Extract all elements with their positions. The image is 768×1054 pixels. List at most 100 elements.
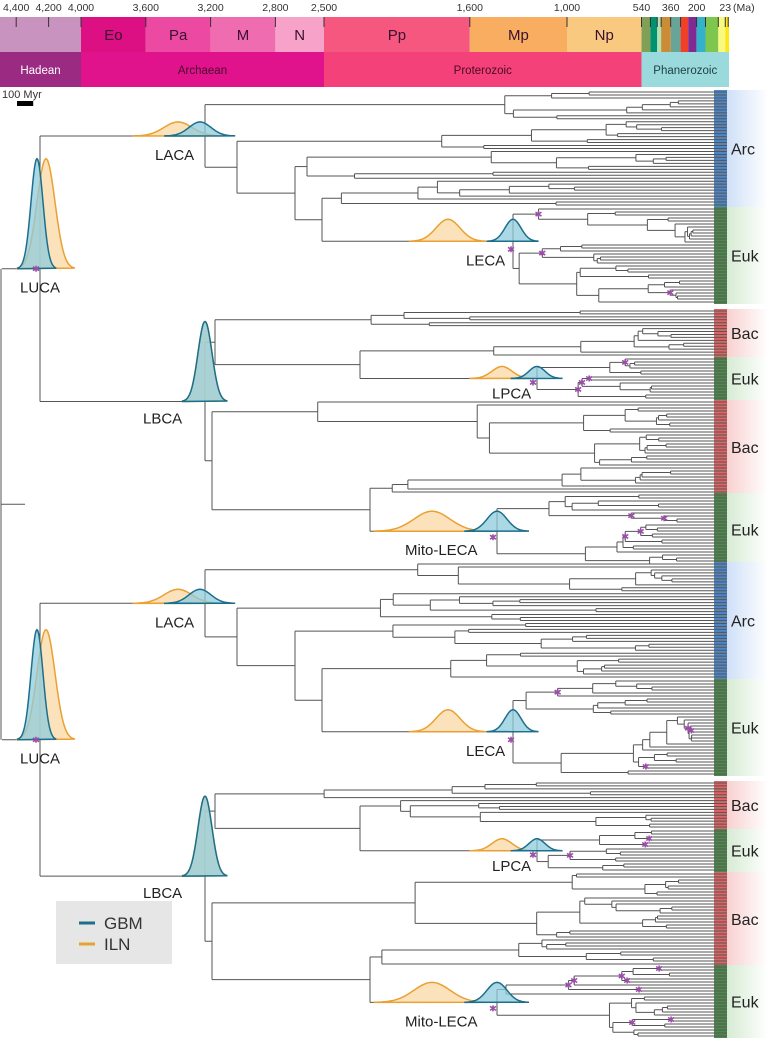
group-label-euk: Euk (731, 523, 760, 540)
period-block (641, 17, 651, 52)
group-label-bac: Bac (731, 912, 759, 929)
node-label-leca: LECA (466, 743, 505, 760)
node-label-luca: LUCA (20, 751, 60, 768)
iln-density-leca (408, 709, 487, 733)
calibration-marker (529, 851, 537, 858)
group-band-bac (727, 400, 768, 494)
period-block (718, 17, 726, 52)
calibration-marker (642, 763, 650, 770)
calibration-marker (578, 379, 586, 386)
group-label-bac: Bac (731, 798, 759, 815)
group-strip-euk (714, 965, 727, 1038)
calibration-marker (489, 534, 497, 541)
calibration-marker (623, 977, 631, 984)
gbm-density-leca (486, 218, 539, 243)
node-label-laca: LACA (155, 614, 194, 631)
calibration-marker (637, 528, 645, 535)
legend-background (56, 901, 172, 964)
tick-label: 3,600 (133, 2, 159, 14)
tick-label: 360 (662, 2, 680, 14)
period-label: Np (595, 27, 614, 44)
period-label: Pp (388, 27, 406, 44)
group-band-bac (727, 309, 768, 357)
period-block (0, 17, 81, 52)
tick-label: 23 (719, 2, 731, 14)
period-block (705, 17, 719, 52)
period-block (650, 17, 658, 52)
group-label-euk: Euk (731, 844, 760, 861)
calibration-marker (621, 359, 629, 366)
period-block (567, 17, 642, 52)
calibration-marker (660, 515, 668, 522)
node-label-luca: LUCA (20, 280, 60, 297)
group-strip-bac (714, 781, 727, 829)
eon-label: Phanerozoic (653, 65, 717, 77)
group-label-arc: Arc (731, 614, 755, 631)
phylogenetic-tree (0, 91, 727, 1037)
gbm-density-mito_leca (464, 510, 530, 532)
group-label-euk: Euk (731, 995, 760, 1012)
period-block (324, 17, 470, 52)
age-densities (16, 121, 563, 1004)
group-strip-euk (714, 493, 727, 566)
period-block (210, 17, 276, 52)
tick-label: 1,000 (554, 2, 580, 14)
calibration-markers (32, 211, 695, 1026)
group-band-bac (727, 872, 768, 966)
period-block (680, 17, 689, 52)
calibration-marker (574, 386, 582, 393)
calibration-marker (566, 852, 574, 859)
tick-label: 4,400 (3, 2, 29, 14)
gbm-density-lbca (181, 320, 228, 403)
calibration-marker (570, 977, 578, 984)
legend-label: GBM (104, 914, 143, 933)
tick-label: 2,500 (311, 2, 337, 14)
geologic-timescale: Eo Pa M N Pp Mp Np Hadean Archaean Proterozoic Pha… (0, 2, 755, 106)
group-strip-euk (714, 829, 727, 872)
calibration-marker (535, 211, 542, 218)
gbm-density-luca (17, 157, 57, 270)
node-label-lpca: LPCA (492, 385, 531, 402)
node-label-mito_leca: Mito-LECA (405, 542, 478, 559)
eon-label: Archaean (178, 65, 227, 77)
period-label: Mp (508, 27, 529, 44)
gbm-density-lpca (510, 838, 563, 852)
node-labels: LUCA LUCA LACA LACA LECA LECA LBCA LBCA LPCA LPCA… (20, 147, 531, 1030)
calibration-marker (489, 1005, 497, 1012)
calibration-marker (667, 1016, 675, 1023)
period-block (81, 17, 146, 52)
tick-label: 4,200 (35, 2, 61, 14)
tick-label: 540 (633, 2, 651, 14)
calibration-marker (621, 533, 629, 540)
eon-block (0, 52, 81, 87)
period-block (688, 17, 697, 52)
scale-bar (17, 101, 34, 106)
gbm-density-mito_leca (464, 981, 530, 1004)
group-band-euk (727, 357, 768, 400)
gbm-density-laca (164, 121, 236, 137)
calibration-marker (507, 736, 515, 743)
group-label-euk: Euk (731, 249, 760, 266)
gbm-density-luca (17, 628, 57, 741)
unit-label: (Ma) (733, 2, 755, 14)
group-label-bac: Bac (731, 440, 759, 457)
calibration-marker (618, 973, 626, 979)
group-strip-bac (714, 309, 727, 357)
gbm-density-leca (486, 709, 539, 733)
group-band-euk (727, 207, 768, 304)
period-block (661, 17, 671, 52)
node-label-lpca: LPCA (492, 858, 531, 875)
eon-label: Proterozoic (454, 65, 512, 77)
calibration-marker (635, 986, 643, 993)
group-strip-euk (714, 679, 727, 776)
period-block (469, 17, 567, 52)
period-label: M (237, 27, 250, 44)
gbm-density-lbca (181, 795, 228, 877)
iln-density-mito_leca (373, 981, 490, 1004)
period-block (145, 17, 211, 52)
tick-label: 2,800 (262, 2, 288, 14)
calibration-marker (641, 841, 649, 848)
group-label-arc: Arc (731, 142, 755, 159)
tick-label: 4,000 (68, 2, 94, 14)
